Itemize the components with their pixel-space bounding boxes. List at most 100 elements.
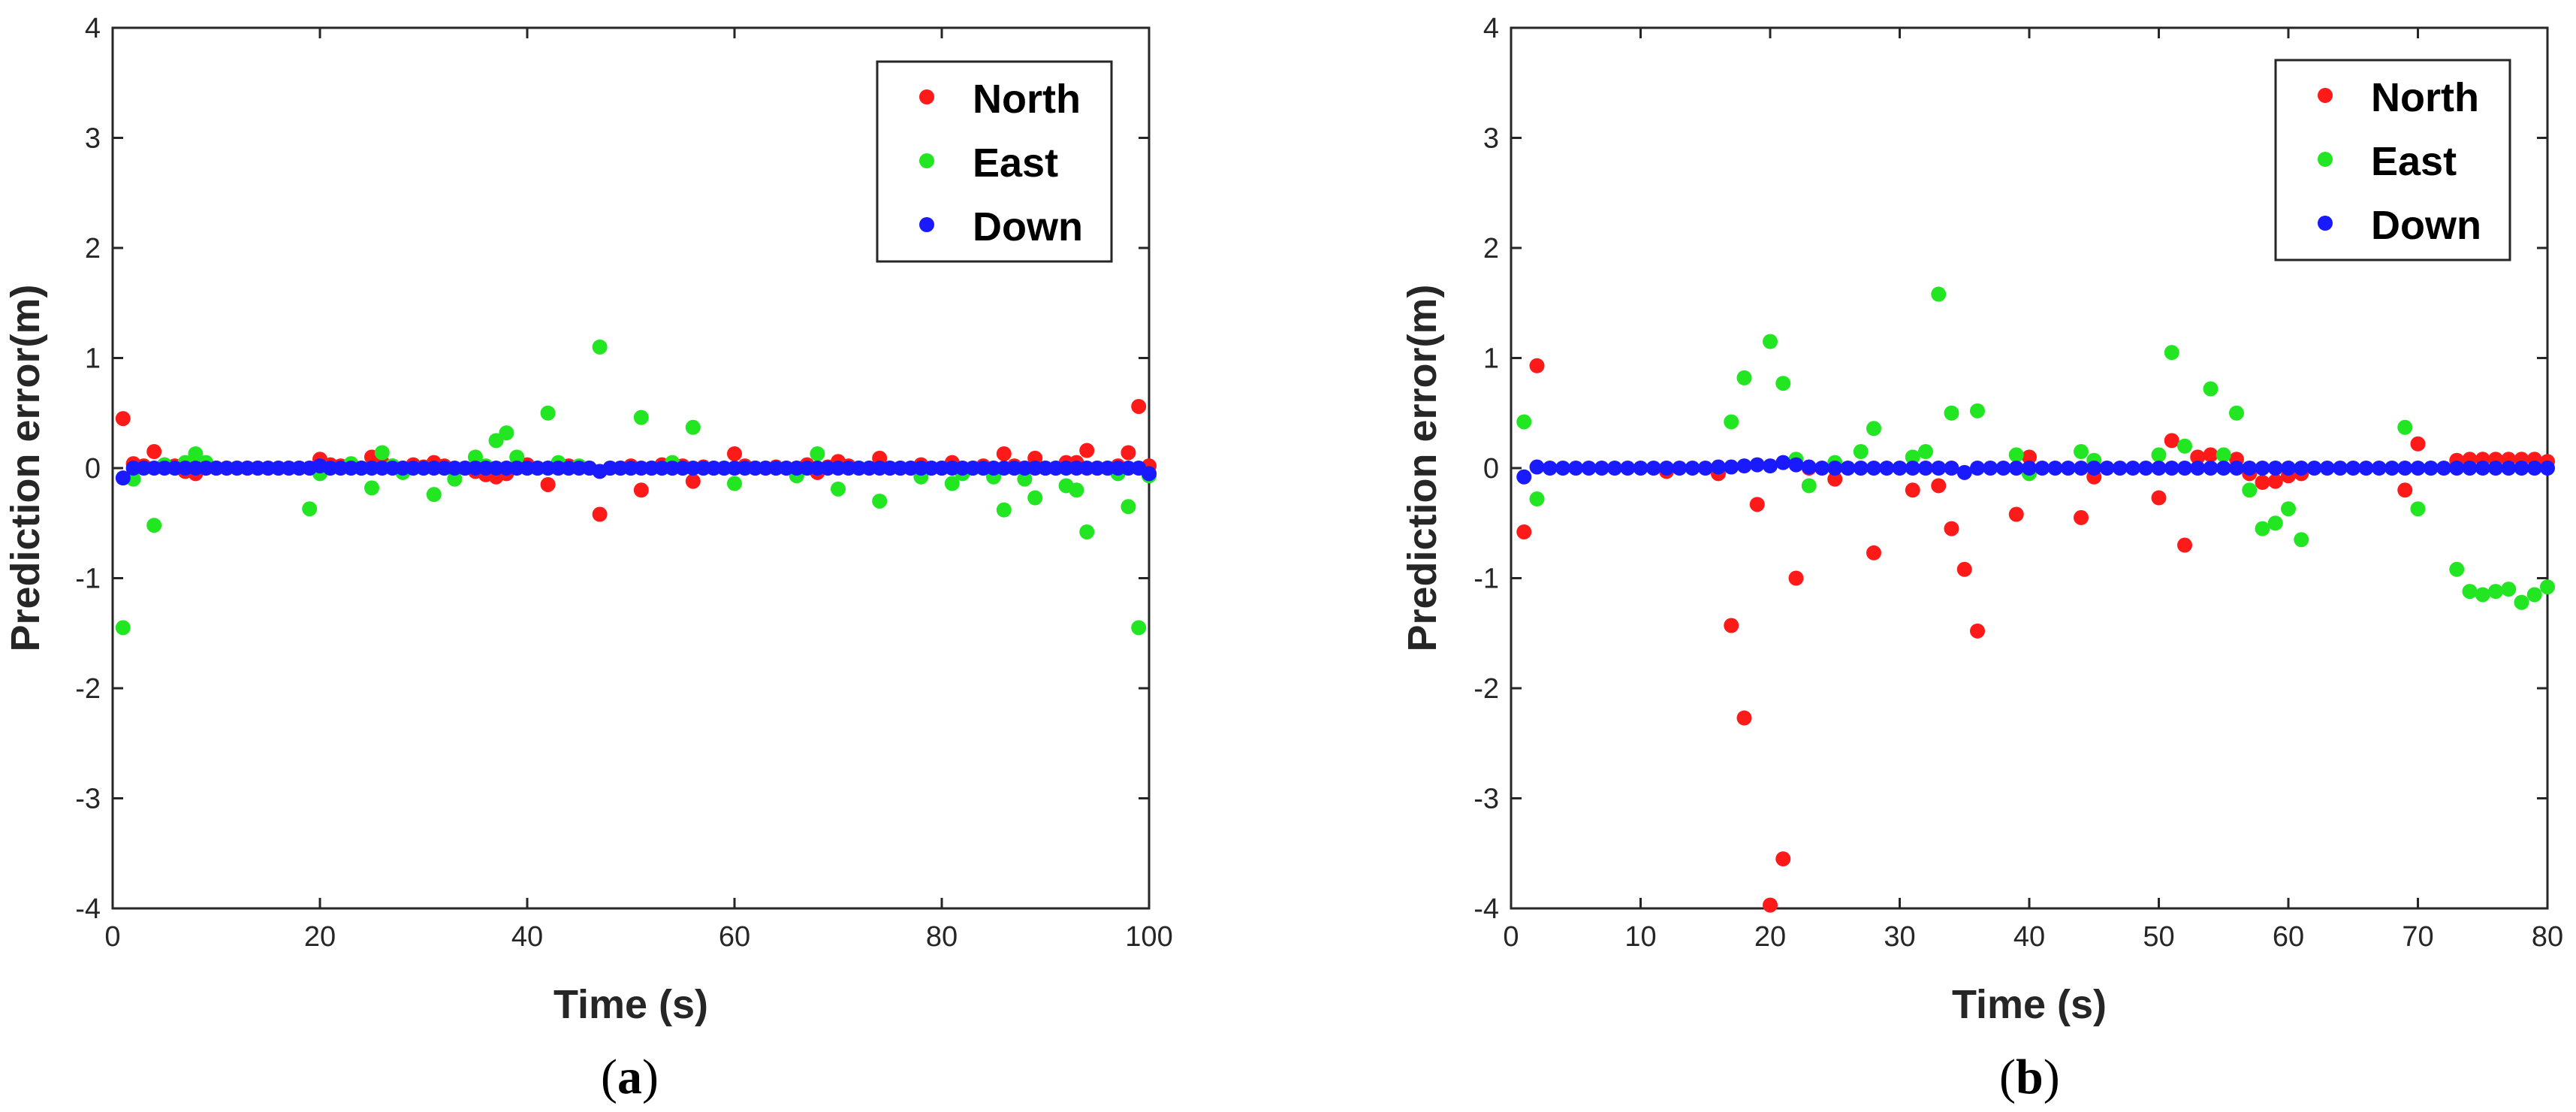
data-point-east xyxy=(2294,532,2309,548)
data-point-down xyxy=(789,461,804,476)
data-point-east xyxy=(2540,579,2555,595)
data-point-east xyxy=(2151,447,2167,463)
data-point-down xyxy=(499,461,514,476)
data-point-north xyxy=(1121,445,1136,461)
data-point-down xyxy=(706,461,722,476)
data-point-down xyxy=(2294,461,2309,476)
data-point-down xyxy=(2423,461,2439,476)
data-point-down xyxy=(1685,461,1700,476)
data-point-down xyxy=(1542,461,1558,476)
data-point-down xyxy=(892,461,908,476)
data-point-down xyxy=(2475,461,2490,476)
data-point-down xyxy=(167,461,182,476)
data-point-north xyxy=(1749,497,1765,512)
data-point-down xyxy=(219,461,234,476)
data-point-down xyxy=(395,461,411,476)
data-point-down xyxy=(198,461,214,476)
data-point-down xyxy=(1048,461,1063,476)
data-point-east xyxy=(188,446,204,461)
panel-a: -4 -3 -2 -1 0 1 2 3 4 0 20 40 60 80 100 Time (s) Pred… xyxy=(3,13,1173,1104)
data-point-east xyxy=(1775,376,1791,391)
data-point-down xyxy=(1749,457,1765,473)
data-point-north xyxy=(685,473,701,489)
data-point-down xyxy=(550,461,566,476)
data-point-down xyxy=(1775,455,1791,470)
caption-a: (a) xyxy=(601,1050,659,1104)
data-point-down xyxy=(1840,461,1856,476)
data-point-down xyxy=(2008,461,2024,476)
data-point-east xyxy=(727,476,742,491)
data-point-down xyxy=(2540,461,2555,476)
data-point-down xyxy=(447,461,463,476)
x-tick-label: 60 xyxy=(719,921,750,953)
series-down-b xyxy=(1516,455,2555,485)
data-point-down xyxy=(250,461,266,476)
data-point-down xyxy=(1763,458,1778,474)
data-point-down xyxy=(1099,461,1115,476)
legend-label-down-b: Down xyxy=(2371,203,2481,248)
data-point-down xyxy=(2203,461,2219,476)
data-point-east xyxy=(540,405,556,421)
data-point-north xyxy=(996,446,1012,461)
data-point-down xyxy=(333,461,348,476)
x-tick-label: 30 xyxy=(1884,921,1915,953)
data-point-east xyxy=(1866,421,1881,437)
data-point-down xyxy=(2345,461,2361,476)
data-point-north xyxy=(2164,433,2179,449)
data-point-north xyxy=(2074,509,2089,525)
data-point-north xyxy=(1788,570,1804,586)
data-point-east xyxy=(2216,447,2231,463)
data-point-down xyxy=(1801,459,1817,475)
y-tick-label: 2 xyxy=(1483,233,1499,264)
data-point-down xyxy=(737,461,753,476)
data-point-east xyxy=(872,493,888,509)
data-point-north xyxy=(540,476,556,492)
data-point-down xyxy=(1038,461,1053,476)
data-point-down xyxy=(322,461,338,476)
data-point-down xyxy=(2397,461,2413,476)
data-point-down xyxy=(2074,461,2089,476)
data-point-east xyxy=(810,446,825,461)
data-point-down xyxy=(529,461,545,476)
data-point-east xyxy=(944,476,960,491)
y-tick-label: 2 xyxy=(85,233,101,264)
data-point-down xyxy=(2216,461,2231,476)
data-point-east xyxy=(685,419,701,435)
data-point-down xyxy=(2047,461,2063,476)
data-point-east xyxy=(468,449,483,465)
data-point-east xyxy=(2281,501,2296,517)
y-ticks-b: -4 -3 -2 -1 0 1 2 3 4 xyxy=(1474,13,2547,925)
data-point-east xyxy=(1079,524,1095,539)
data-point-north xyxy=(1775,851,1791,867)
data-point-east xyxy=(1931,286,1947,302)
data-point-down xyxy=(861,461,877,476)
data-point-down xyxy=(2086,461,2102,476)
data-point-down xyxy=(572,461,587,476)
data-point-east xyxy=(1801,478,1817,494)
data-point-down xyxy=(478,461,493,476)
data-point-north xyxy=(1827,471,1843,487)
data-point-down xyxy=(2501,461,2517,476)
data-point-north xyxy=(1763,897,1778,913)
caption-letter-a: a xyxy=(617,1050,642,1104)
y-tick-label: 1 xyxy=(1483,343,1499,375)
data-point-east xyxy=(499,425,514,441)
data-point-down xyxy=(2138,461,2154,476)
data-point-down xyxy=(685,461,701,476)
data-point-down xyxy=(1724,459,1739,475)
data-point-down xyxy=(820,461,836,476)
data-point-down xyxy=(488,461,504,476)
data-point-east xyxy=(1944,405,1959,421)
y-tick-label: 0 xyxy=(85,453,101,485)
data-point-north xyxy=(1516,524,1532,539)
data-point-down xyxy=(2177,461,2192,476)
data-point-east xyxy=(2008,447,2024,463)
y-ticks-a: -4 -3 -2 -1 0 1 2 3 4 xyxy=(75,13,1149,925)
legend-marker-down-b xyxy=(2318,216,2333,231)
data-point-north xyxy=(2151,490,2167,506)
y-tick-label: -4 xyxy=(75,893,101,925)
x-tick-label: 40 xyxy=(511,921,543,953)
data-point-down xyxy=(2358,461,2374,476)
y-tick-label: 4 xyxy=(85,13,101,44)
data-point-east xyxy=(447,471,463,487)
